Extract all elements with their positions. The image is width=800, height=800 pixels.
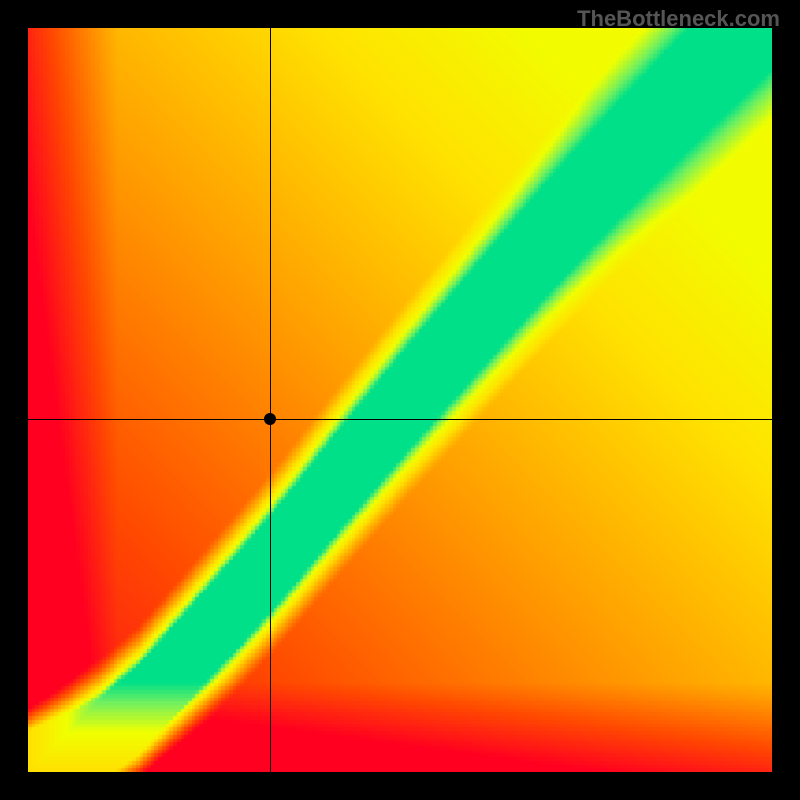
heatmap-plot <box>28 28 772 772</box>
watermark-text: TheBottleneck.com <box>577 6 780 32</box>
chart-container: TheBottleneck.com <box>0 0 800 800</box>
marker-point <box>264 413 276 425</box>
crosshair-vertical <box>270 28 271 772</box>
heatmap-canvas <box>28 28 772 772</box>
crosshair-horizontal <box>28 419 772 420</box>
